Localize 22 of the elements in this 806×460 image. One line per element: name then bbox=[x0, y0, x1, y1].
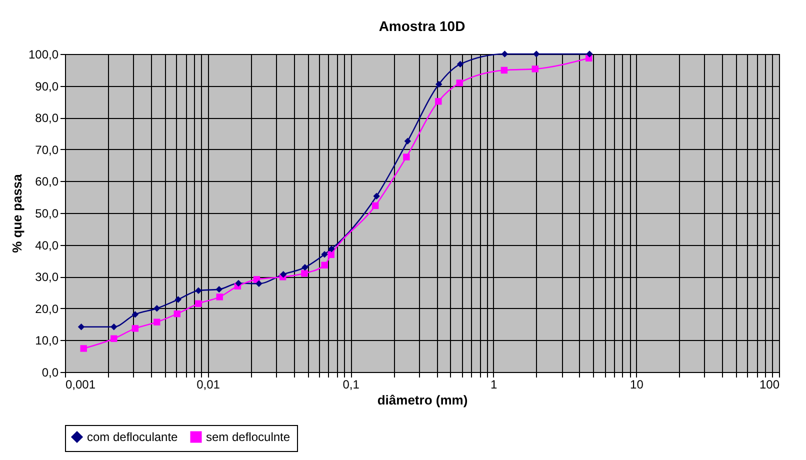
y-tick-label: 70,0 bbox=[35, 142, 59, 157]
y-tick-label: 40,0 bbox=[35, 238, 59, 252]
legend-label: com defloculante bbox=[87, 430, 178, 444]
y-tick-label: 30,0 bbox=[35, 270, 59, 284]
x-tick-label: 100 bbox=[759, 378, 780, 392]
y-tick-label: 20,0 bbox=[35, 302, 59, 316]
y-tick-label: 90,0 bbox=[35, 79, 59, 94]
legend-label: sem defloculnte bbox=[206, 430, 290, 444]
x-axis-title: diâmetro (mm) bbox=[377, 392, 468, 408]
y-tick-label: 50,0 bbox=[35, 206, 59, 220]
chart-title: Amostra 10D bbox=[378, 18, 466, 34]
y-tick-label: 80,0 bbox=[35, 111, 59, 126]
y-axis-title: % que passa bbox=[9, 173, 24, 253]
x-tick-label: 0,001 bbox=[66, 378, 96, 392]
y-tick-label: 100,0 bbox=[28, 48, 59, 62]
y-tick-label: 60,0 bbox=[35, 174, 59, 189]
y-tick-label: 0,0 bbox=[42, 366, 59, 380]
x-tick-label: 1 bbox=[490, 378, 498, 392]
x-tick-label: 10 bbox=[630, 378, 644, 392]
x-tick-label: 0,01 bbox=[196, 378, 220, 392]
x-tick-label: 0,1 bbox=[342, 378, 360, 392]
y-tick-label: 10,0 bbox=[35, 334, 59, 348]
